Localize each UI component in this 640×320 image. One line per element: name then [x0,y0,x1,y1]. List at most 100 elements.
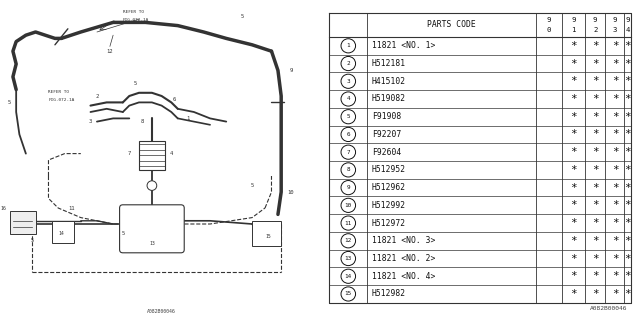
Text: 14: 14 [345,274,352,279]
Text: *: * [592,165,598,175]
Text: *: * [592,59,598,68]
Text: *: * [624,253,630,263]
Text: *: * [592,112,598,122]
Text: *: * [592,183,598,193]
Text: 5: 5 [31,237,34,243]
Text: *: * [570,183,577,193]
Text: *: * [624,236,630,246]
Text: *: * [624,130,630,140]
Circle shape [341,127,356,141]
Text: H512952: H512952 [372,165,406,174]
Text: 11: 11 [345,220,352,226]
Text: 5: 5 [346,114,350,119]
Text: *: * [624,165,630,175]
Text: H512962: H512962 [372,183,406,192]
Text: 11821 <NO. 4>: 11821 <NO. 4> [372,272,435,281]
Text: *: * [570,41,577,51]
Text: *: * [570,112,577,122]
Circle shape [341,216,356,230]
Text: 3: 3 [346,79,350,84]
Text: 10: 10 [345,203,352,208]
Text: *: * [624,94,630,104]
Text: 1: 1 [186,116,189,121]
Text: 9: 9 [571,17,575,23]
Text: H512982: H512982 [372,290,406,299]
Text: *: * [612,253,618,263]
Text: *: * [624,218,630,228]
Text: *: * [592,147,598,157]
Text: *: * [592,289,598,299]
Text: 2: 2 [95,93,99,99]
Text: *: * [592,271,598,281]
Text: *: * [612,76,618,86]
Text: H519082: H519082 [372,94,406,103]
FancyBboxPatch shape [120,205,184,253]
Text: *: * [612,94,618,104]
Text: F92207: F92207 [372,130,401,139]
Text: *: * [570,200,577,210]
Text: 7: 7 [346,150,350,155]
Text: *: * [570,147,577,157]
Circle shape [341,163,356,177]
Text: *: * [612,41,618,51]
Text: 2: 2 [593,27,598,33]
Text: 14: 14 [58,231,64,236]
Text: *: * [592,218,598,228]
Text: *: * [592,200,598,210]
Text: 15: 15 [345,292,352,296]
Text: 9: 9 [346,185,350,190]
Text: 9: 9 [593,17,598,23]
Text: 5: 5 [121,231,124,236]
Text: *: * [624,271,630,281]
Circle shape [341,180,356,195]
Text: FIG.072-1A: FIG.072-1A [123,18,149,21]
Circle shape [341,74,356,88]
Text: *: * [592,253,598,263]
Text: REFER TO: REFER TO [49,90,70,93]
Circle shape [341,198,356,212]
Text: *: * [592,41,598,51]
Text: *: * [570,218,577,228]
Text: *: * [612,112,618,122]
Text: *: * [592,236,598,246]
Text: *: * [612,236,618,246]
Bar [252,221,281,246]
Text: FIG.072-1A: FIG.072-1A [49,98,75,101]
Text: 12: 12 [345,238,352,243]
Circle shape [341,110,356,124]
Text: 11: 11 [68,205,74,211]
Text: REFER TO: REFER TO [123,10,144,13]
Text: *: * [592,76,598,86]
Text: 6: 6 [346,132,350,137]
Text: *: * [570,130,577,140]
Text: F91908: F91908 [372,112,401,121]
Text: 11821 <NO. 2>: 11821 <NO. 2> [372,254,435,263]
Text: 13: 13 [149,241,155,246]
Text: *: * [624,76,630,86]
Text: *: * [624,183,630,193]
Text: 1: 1 [346,43,350,48]
Circle shape [341,269,356,283]
Text: 9: 9 [625,17,630,23]
Text: 12: 12 [107,49,113,54]
Circle shape [147,181,157,190]
Circle shape [341,252,356,266]
Text: *: * [612,183,618,193]
Circle shape [341,39,356,53]
Text: *: * [612,289,618,299]
Text: *: * [624,147,630,157]
Text: *: * [612,130,618,140]
Text: 7: 7 [127,151,131,156]
Text: 5: 5 [241,13,244,19]
Text: *: * [592,130,598,140]
Text: *: * [612,59,618,68]
Text: 13: 13 [345,256,352,261]
Text: *: * [624,41,630,51]
Bar [139,141,165,170]
Text: 8: 8 [346,167,350,172]
Text: *: * [612,218,618,228]
Text: 4: 4 [346,97,350,101]
Text: 3: 3 [612,27,617,33]
Text: *: * [570,94,577,104]
Text: 6: 6 [173,97,176,102]
